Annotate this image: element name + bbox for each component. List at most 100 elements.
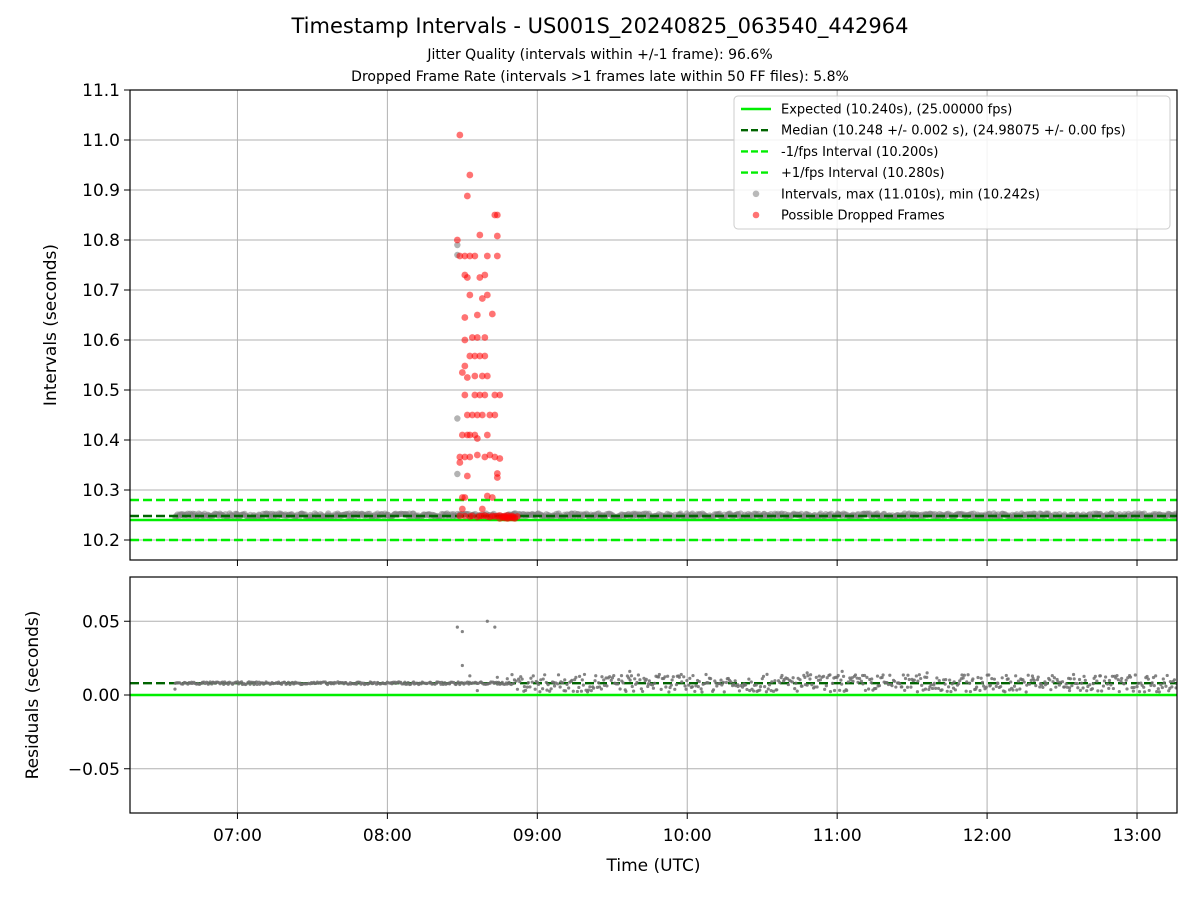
residual-point [575, 689, 579, 694]
residual-point [921, 688, 925, 692]
residual-point [948, 678, 952, 682]
legend-swatch-marker [752, 190, 760, 198]
residual-point [818, 678, 823, 682]
residual-point [1170, 685, 1174, 689]
residual-point [667, 690, 671, 694]
residual-point [1000, 676, 1004, 680]
residual-point [1006, 677, 1010, 681]
residual-point [511, 681, 515, 686]
residual-point [1107, 686, 1111, 691]
dropped-frame-point [483, 431, 491, 439]
residual-point [979, 676, 983, 680]
residual-point [690, 685, 694, 689]
residual-point [1116, 678, 1120, 682]
residual-point [680, 680, 684, 684]
x-tick-label: 09:00 [513, 826, 562, 846]
residual-point [733, 679, 737, 683]
residual-point [930, 686, 935, 691]
residual-point [859, 679, 863, 683]
y-tick-label: 0.00 [82, 686, 120, 706]
residual-point [869, 681, 873, 685]
residual-point [530, 680, 534, 684]
residual-point [656, 675, 661, 679]
residual-point [815, 685, 819, 689]
residual-point [1160, 685, 1164, 690]
dropped-frame-point [471, 391, 479, 399]
residual-point [894, 685, 898, 689]
residual-point [541, 687, 545, 691]
residual-point [528, 685, 532, 689]
residual-point [1102, 679, 1107, 683]
residual-point [909, 685, 913, 689]
residual-point [920, 683, 924, 687]
residual-point [849, 678, 853, 682]
residual-point [602, 678, 606, 682]
residual-point [945, 689, 949, 693]
residual-point [640, 689, 645, 694]
residual-point [917, 673, 921, 677]
residual-point [646, 682, 650, 686]
residual-point [657, 672, 661, 677]
residual-point [754, 683, 758, 687]
residual-point [1131, 689, 1135, 693]
residual-point [724, 680, 729, 685]
residual-point [1124, 678, 1128, 682]
residual-point [961, 676, 965, 680]
residual-point [881, 673, 885, 677]
residual-point [693, 689, 697, 694]
residual-point [548, 689, 552, 693]
residual-point [697, 679, 701, 684]
residual-point [761, 674, 766, 678]
residual-point [1060, 680, 1065, 684]
residual-point [1154, 674, 1158, 678]
residual-point [630, 684, 634, 689]
residual-point [903, 676, 908, 681]
residual-point [495, 675, 499, 679]
residual-point [964, 689, 968, 693]
dropped-frame-point [478, 505, 486, 513]
residual-point [677, 675, 681, 679]
legend-label: Intervals, max (11.010s), min (10.242s) [781, 187, 1040, 202]
residual-point [696, 685, 700, 689]
residual-point [1164, 684, 1168, 688]
residual-point [618, 687, 622, 691]
residual-point [943, 682, 947, 686]
residual-point [1157, 690, 1161, 694]
residual-point [582, 672, 587, 677]
dropped-frame-point [493, 232, 501, 240]
residual-point [1122, 682, 1126, 686]
dropped-frame-point [473, 435, 481, 442]
residual-point [574, 675, 578, 679]
dropped-frame-point [461, 391, 469, 399]
residual-point [840, 682, 844, 686]
dropped-frame-point [471, 352, 479, 360]
residual-point [828, 690, 833, 694]
residual-point [653, 681, 657, 685]
residual-point [976, 675, 980, 680]
dropped-frame-point [476, 231, 484, 239]
residual-point [519, 675, 523, 679]
residual-point [1174, 686, 1177, 690]
residual-point [651, 686, 656, 690]
residual-point [699, 687, 703, 691]
x-tick-label: 08:00 [363, 826, 412, 846]
dropped-frame-point [463, 374, 471, 381]
dropped-frame-point [461, 314, 469, 321]
residual-point [862, 673, 867, 678]
dropped-frame-point [488, 494, 496, 501]
residual-point [821, 674, 826, 678]
residual-point [773, 679, 777, 683]
residual-point [688, 676, 692, 680]
dropped-frame-point [488, 310, 496, 318]
residual-point [468, 674, 472, 678]
dropped-frame-point [478, 372, 486, 380]
dropped-frame-point [486, 411, 494, 419]
residual-point [1041, 685, 1045, 690]
residual-point [937, 678, 941, 683]
residual-point [525, 685, 529, 689]
residual-point [663, 675, 667, 679]
dropped-frame-point [458, 431, 466, 439]
residual-point [608, 675, 612, 679]
residual-point [1161, 677, 1165, 681]
residual-point [766, 687, 770, 691]
